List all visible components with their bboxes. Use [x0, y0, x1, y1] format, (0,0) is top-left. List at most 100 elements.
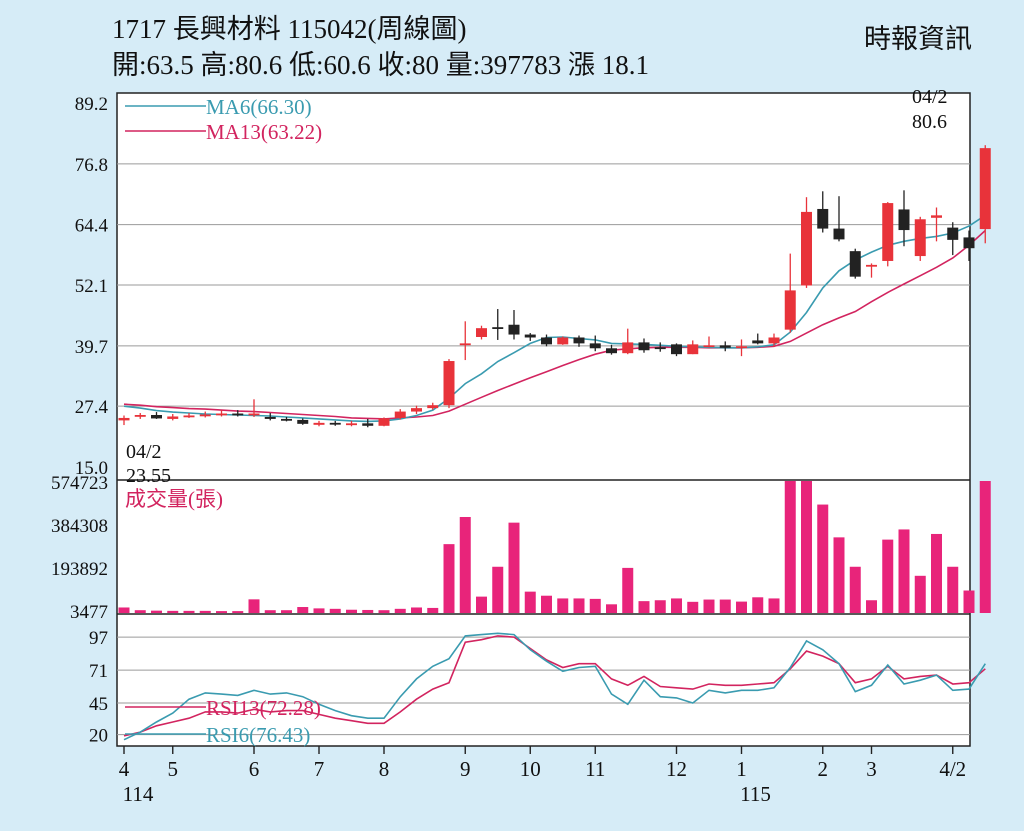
volume-bar	[524, 591, 536, 613]
candle-body	[898, 209, 910, 231]
volume-bar	[736, 601, 747, 613]
x-tick-label: 7	[314, 757, 325, 781]
candle	[638, 338, 650, 353]
candle	[931, 207, 942, 242]
volume-bar	[557, 598, 569, 613]
high-date-label: 04/2	[912, 86, 948, 108]
candle	[167, 414, 179, 421]
candle-body	[768, 337, 780, 344]
candle	[784, 253, 796, 333]
candle-body	[671, 344, 682, 355]
volume-bar	[378, 610, 390, 613]
candle	[866, 263, 877, 278]
candle	[589, 335, 601, 352]
candle-body	[232, 413, 244, 416]
legends: MA6(66.30) MA13(63.22) 成交量(張) RSI13(72.2…	[125, 95, 322, 747]
candle-body	[557, 337, 569, 345]
volume-bar	[476, 596, 487, 613]
volume-bar	[199, 610, 211, 613]
candle	[459, 321, 471, 361]
rsi6-legend-label: RSI6(76.43)	[206, 723, 310, 747]
rsi13-legend-label: RSI13(72.28)	[206, 696, 321, 720]
volume-tick-label: 574723	[51, 473, 108, 494]
candle-body	[313, 422, 325, 425]
x-tick-label: 1	[736, 757, 747, 781]
candle-body	[216, 413, 227, 416]
rsi-tick-label: 20	[89, 726, 108, 747]
candle-body	[394, 411, 406, 418]
candle	[346, 420, 357, 427]
candle	[232, 410, 244, 417]
candle-body	[151, 415, 162, 419]
candle-body	[264, 416, 276, 419]
volume-bar	[264, 610, 276, 613]
candle	[524, 333, 536, 341]
candle	[947, 222, 959, 256]
volume-bar	[297, 607, 309, 613]
candle-body	[346, 423, 357, 426]
x-tick-label: 4	[119, 757, 130, 781]
volume-bar	[167, 610, 179, 613]
volume-bar	[508, 522, 520, 613]
candle	[216, 410, 227, 417]
candle	[378, 417, 390, 427]
candle	[199, 411, 211, 418]
plot-area	[116, 92, 971, 747]
candle	[622, 328, 634, 355]
volume-bar	[183, 610, 195, 613]
year-label: 114	[123, 782, 154, 806]
volume-bar	[151, 610, 162, 613]
candle-body	[703, 345, 715, 348]
candle-body	[882, 203, 894, 261]
candle	[833, 196, 845, 242]
candle	[443, 359, 455, 409]
candle-body	[752, 340, 764, 344]
volume-bar	[849, 566, 861, 613]
candle-body	[248, 413, 260, 416]
rsi-tick-label: 97	[89, 628, 108, 649]
high-value-label: 80.6	[912, 111, 947, 133]
grid	[117, 163, 970, 736]
price-tick-label: 89.2	[75, 94, 108, 115]
candle-body	[573, 337, 585, 344]
x-tick-label: 11	[585, 757, 605, 781]
candle-body	[736, 346, 747, 349]
x-tick-label: 5	[168, 757, 179, 781]
candle	[264, 413, 276, 421]
volume-bar	[671, 598, 682, 613]
candle	[963, 230, 975, 261]
volume-bar	[216, 611, 227, 613]
candle-body	[118, 417, 130, 421]
candle	[671, 343, 682, 357]
candle-body	[378, 418, 390, 426]
candlesticks	[118, 145, 991, 428]
volume-bar	[492, 566, 504, 613]
volume-bar	[914, 575, 926, 613]
volume-bar	[459, 516, 471, 613]
candle-body	[979, 148, 991, 230]
volume-bar	[573, 598, 585, 613]
x-tick-label: 12	[666, 757, 687, 781]
volume-bar	[638, 601, 650, 613]
candle	[508, 310, 520, 340]
volume-tick-label: 193892	[51, 559, 108, 580]
candle	[849, 248, 861, 279]
chart-title: 1717 長興材料 115042(周線圖)	[112, 14, 467, 44]
candle	[703, 336, 715, 348]
candle	[557, 336, 569, 345]
candle	[329, 420, 341, 426]
volume-bar	[346, 609, 357, 613]
candle-body	[654, 347, 666, 350]
candle	[573, 335, 585, 347]
annotations: 04/2 80.6 04/2 23.55	[126, 86, 948, 487]
volume-bar	[687, 601, 699, 613]
volume-bar	[427, 607, 439, 613]
price-tick-label: 27.4	[75, 397, 109, 418]
volume-tick-label: 384308	[51, 516, 108, 537]
candle-body	[914, 219, 926, 257]
candle-body	[297, 419, 309, 424]
candle-body	[476, 328, 487, 337]
